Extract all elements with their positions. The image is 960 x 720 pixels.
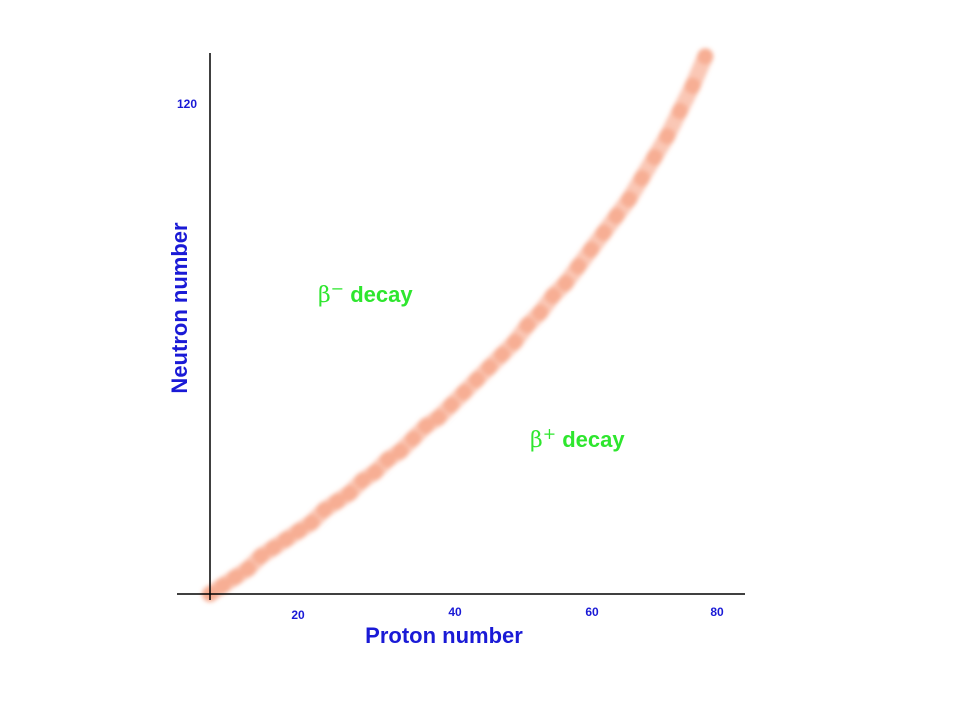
nuclide-point (456, 384, 472, 401)
nuclide-point (595, 224, 612, 241)
nuclide-point (214, 577, 231, 594)
nuclide-point (430, 409, 447, 426)
y-axis-title: Neutron number (167, 222, 192, 394)
decay-annotations: β− decay β+ decay (318, 279, 625, 453)
nuclide-point (341, 485, 358, 502)
x-tick-label: 20 (291, 608, 305, 622)
nuclide-point (519, 317, 536, 334)
decay-label: β+ decay (530, 424, 625, 453)
nuclide-point (290, 523, 307, 539)
nuclide-point (417, 418, 434, 434)
nuclide-point (443, 397, 460, 413)
nuclide-point (481, 359, 498, 376)
y-tick-label: 120 (177, 97, 197, 111)
nuclide-point (494, 346, 511, 363)
nuclide-point (367, 464, 384, 481)
nuclide-point (240, 560, 257, 577)
nuclide-point (303, 514, 320, 531)
nuclide-point (392, 443, 409, 460)
x-tick-label: 40 (448, 605, 462, 619)
stability-band-path (202, 48, 714, 602)
decay-label: β− decay (318, 279, 413, 308)
nuclide-point (329, 493, 345, 510)
nuclide-point (544, 287, 561, 304)
nuclide-point (252, 548, 269, 565)
nuclide-point (697, 48, 714, 65)
nuclide-point (405, 430, 422, 447)
nuclide-point (646, 149, 663, 166)
nuclide-point (278, 531, 295, 548)
nuclide-point (583, 241, 599, 258)
x-tick-label: 60 (585, 605, 599, 619)
nuclide-point (265, 539, 282, 556)
nuclide-point (379, 451, 396, 468)
nuclide-point (468, 371, 485, 388)
nuclide-point (506, 334, 523, 350)
nuclide-point (316, 502, 333, 518)
nuclide-point (671, 103, 688, 119)
nuclide-point (633, 170, 650, 187)
nuclide-point (684, 77, 701, 94)
nuclide-point (354, 472, 371, 489)
stability-band (202, 48, 714, 602)
nuclide-point (532, 304, 549, 321)
x-tick-label: 80 (710, 605, 724, 619)
nuclide-point (227, 569, 244, 586)
x-axis-title: Proton number (365, 623, 523, 648)
y-tick-labels: 120 (177, 97, 197, 111)
nuclide-point (570, 258, 587, 275)
x-tick-labels: 20 40 60 80 (291, 605, 724, 622)
nuclide-point (659, 128, 676, 145)
nuclide-point (557, 275, 574, 292)
nuclide-point (621, 191, 638, 208)
nuclide-point (608, 208, 625, 224)
